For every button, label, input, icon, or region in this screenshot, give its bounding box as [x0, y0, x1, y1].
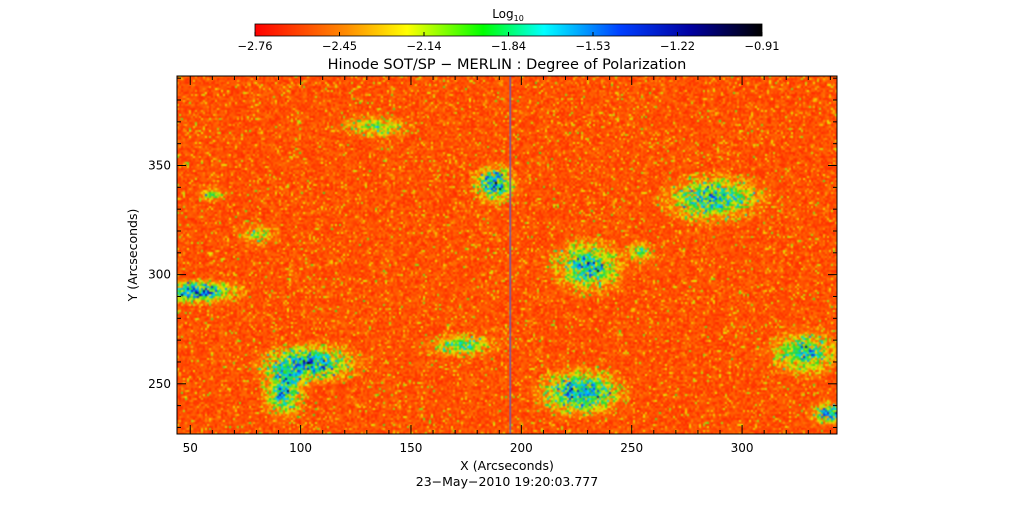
y-tick-label: 250 — [148, 377, 171, 391]
colorbar-label: Log10 — [492, 7, 524, 23]
observation-timestamp: 23−May−2010 19:20:03.777 — [416, 474, 598, 489]
heatmap-image — [177, 76, 837, 434]
chart-title: Hinode SOT/SP − MERLIN : Degree of Polar… — [328, 57, 687, 73]
colorbar-tick-label: −1.22 — [660, 39, 695, 53]
plot-frame — [176, 75, 838, 435]
colorbar-tick-label: −2.14 — [406, 39, 441, 53]
x-tick-label: 250 — [620, 441, 643, 455]
colorbar: Log10 −2.76 −2.45 −2.14 −1.84 −1.53 −1.22 −0.9… — [237, 7, 779, 53]
y-axis-label: Y (Arcseconds) — [125, 209, 140, 303]
x-tick-label: 200 — [510, 441, 533, 455]
y-tick-label: 350 — [148, 159, 171, 173]
heatmap-area — [176, 75, 838, 435]
x-axis-label: X (Arcseconds) — [460, 458, 554, 473]
colorbar-tick-label: −2.45 — [322, 39, 357, 53]
colorbar-tick-label: −1.84 — [491, 39, 526, 53]
colorbar-label-base: Log — [492, 7, 513, 21]
colorbar-tick-label: −0.91 — [744, 39, 779, 53]
y-axis: 250 300 350 — [148, 77, 837, 428]
x-tick-label: 50 — [183, 441, 198, 455]
colorbar-ticks: −2.76 −2.45 −2.14 −1.84 −1.53 −1.22 −0.91 — [237, 32, 780, 53]
x-tick-label: 150 — [400, 441, 423, 455]
colorbar-tick-label: −2.76 — [237, 39, 272, 53]
y-tick-label: 300 — [148, 268, 171, 282]
x-axis: 50 100 150 200 250 300 — [183, 76, 831, 455]
colorbar-tick-label: −1.53 — [575, 39, 610, 53]
x-tick-label: 300 — [731, 441, 754, 455]
x-tick-label: 100 — [289, 441, 312, 455]
colorbar-label-subscript: 10 — [514, 14, 524, 23]
